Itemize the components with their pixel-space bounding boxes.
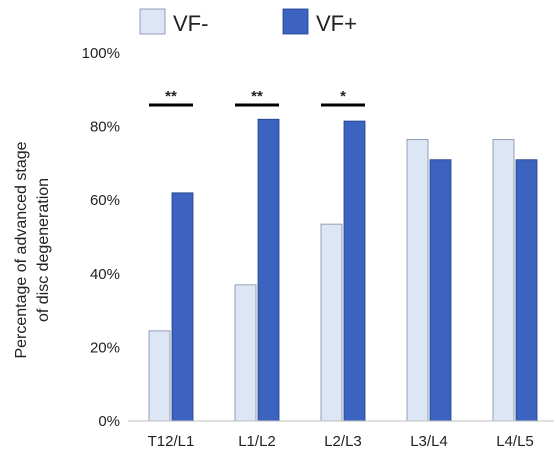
y-tick-label: 60% bbox=[90, 192, 120, 209]
x-tick-label: L2/L3 bbox=[324, 433, 362, 450]
bar-vf-plus bbox=[515, 159, 538, 422]
bar-vf-minus bbox=[320, 223, 343, 422]
y-tick-label: 100% bbox=[82, 45, 120, 62]
x-tick-label: T12/L1 bbox=[148, 433, 195, 450]
legend-label: VF- bbox=[173, 11, 208, 36]
bar-vf-minus bbox=[406, 139, 429, 422]
significance-label: ** bbox=[165, 88, 177, 105]
y-axis-label-line: of disc degeneration bbox=[35, 178, 52, 322]
significance-label: * bbox=[340, 88, 346, 105]
y-axis-label: Percentage of advanced stage of disc dege… bbox=[13, 141, 52, 358]
bar-vf-minus bbox=[148, 330, 171, 422]
significance-markers: ** ** * bbox=[149, 88, 365, 107]
y-axis: 0% 20% 40% 60% 80% 100% bbox=[82, 45, 120, 430]
bar-vf-minus bbox=[234, 284, 257, 422]
x-tick-label: L3/L4 bbox=[410, 433, 448, 450]
x-tick-label: L4/L5 bbox=[496, 433, 534, 450]
bars bbox=[148, 118, 538, 422]
legend-label: VF+ bbox=[316, 11, 357, 36]
y-tick-label: 40% bbox=[90, 266, 120, 283]
y-axis-label-line: Percentage of advanced stage bbox=[13, 141, 30, 358]
x-axis: T12/L1 L1/L2 L2/L3 L3/L4 L4/L5 bbox=[148, 433, 534, 450]
legend-swatch-vf-minus bbox=[139, 8, 166, 35]
y-tick-label: 20% bbox=[90, 339, 120, 356]
y-tick-label: 0% bbox=[98, 413, 120, 430]
x-tick-label: L1/L2 bbox=[238, 433, 276, 450]
bar-vf-plus bbox=[429, 159, 452, 422]
bar-vf-plus bbox=[343, 120, 366, 422]
bar-vf-minus bbox=[492, 139, 515, 422]
significance-label: ** bbox=[251, 88, 263, 105]
bar-vf-plus bbox=[171, 192, 194, 422]
y-tick-label: 80% bbox=[90, 119, 120, 136]
legend-swatch-vf-plus bbox=[282, 8, 309, 35]
bar-vf-plus bbox=[257, 118, 280, 422]
legend: VF- VF+ bbox=[139, 8, 357, 36]
